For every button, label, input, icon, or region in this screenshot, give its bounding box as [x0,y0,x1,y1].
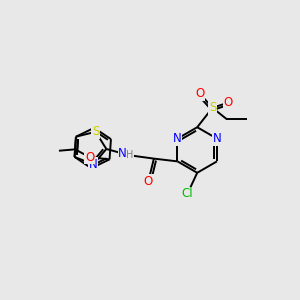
Text: O: O [223,96,232,109]
Text: N: N [173,132,182,145]
Text: S: S [92,125,99,138]
Text: S: S [209,101,216,114]
Text: N: N [213,132,221,145]
Text: N: N [89,158,98,171]
Text: H: H [126,150,133,160]
Text: Cl: Cl [182,187,193,200]
Text: O: O [85,151,94,164]
Text: O: O [195,87,205,101]
Text: O: O [144,175,153,188]
Text: N: N [118,147,127,161]
